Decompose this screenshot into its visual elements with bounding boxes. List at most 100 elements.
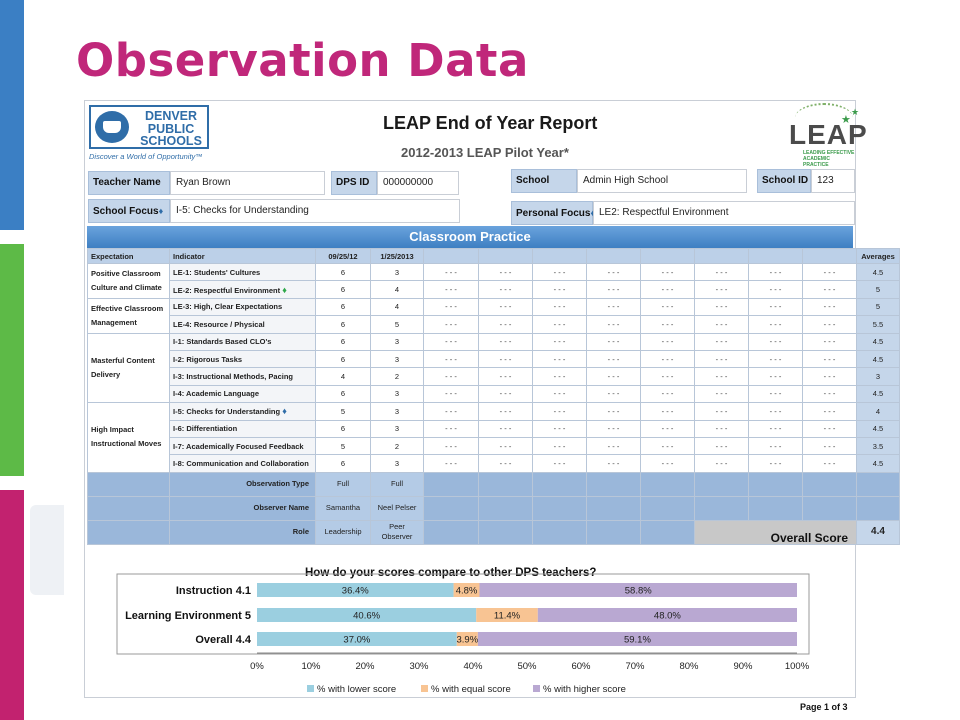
average-cell: 4.5	[856, 419, 900, 438]
comparison-chart: Instruction 4.1 36.4% 4.8% 58.8% Learning En…	[116, 573, 810, 695]
empty-score-cell: - - -	[423, 419, 479, 438]
empty-score-cell: - - -	[694, 280, 749, 299]
empty-score-cell: - - -	[532, 402, 587, 421]
score-cell: 3	[370, 419, 424, 438]
data-label: 11.4%	[494, 611, 521, 622]
empty-score-cell: - - -	[586, 262, 641, 282]
dps-logo: DENVER PUBLIC SCHOOLS Discover a World o…	[89, 105, 209, 163]
score-cell: 6	[315, 262, 371, 282]
empty-score-cell: - - -	[748, 280, 803, 299]
teacher-name-value: Ryan Brown	[170, 171, 325, 195]
empty-score-cell: - - -	[478, 419, 533, 438]
empty-score-cell: - - -	[748, 367, 803, 386]
indicator-cell: LE-1: Students' Cultures	[169, 262, 316, 282]
empty-score-cell: - - -	[586, 297, 641, 317]
empty-score-cell: - - -	[423, 349, 479, 369]
classroom-practice-header: Classroom Practice	[87, 226, 853, 248]
empty-score-cell: - - -	[478, 349, 533, 369]
empty-score-cell: - - -	[532, 262, 587, 282]
empty-score-cell: - - -	[802, 454, 857, 473]
dps-id-label: DPS ID	[331, 171, 377, 195]
table-row: Masterful Content Delivery I-1: Standards…	[87, 332, 900, 404]
indicator-cell: I-7: Academically Focused Feedback	[169, 436, 316, 456]
empty-score-cell: - - -	[586, 384, 641, 404]
school-focus-label: School Focus♦	[88, 199, 170, 223]
score-cell: 4	[370, 297, 424, 317]
role-label: Role	[169, 519, 316, 545]
score-cell: 6	[315, 315, 371, 334]
score-cell: 6	[315, 349, 371, 369]
star-icon: ★	[851, 107, 860, 117]
report-title: LEAP End of Year Report	[383, 113, 598, 133]
col-date-2: 1/25/2013	[370, 248, 424, 264]
score-cell: 3	[370, 454, 424, 473]
empty-score-cell: - - -	[586, 280, 641, 299]
empty-score-cell: - - -	[748, 436, 803, 456]
empty-score-cell: - - -	[532, 384, 587, 404]
observation-type-row: Observation Type Full Full	[87, 471, 900, 497]
empty-score-cell: - - -	[802, 280, 857, 299]
bar-segment	[257, 632, 457, 646]
data-label: 4.8%	[456, 586, 478, 597]
empty-score-cell: - - -	[802, 262, 857, 282]
empty-score-cell: - - -	[694, 454, 749, 473]
empty-score-cell: - - -	[640, 367, 695, 386]
legend-swatch	[307, 685, 314, 692]
empty-score-cell: - - -	[423, 367, 479, 386]
empty-score-cell: - - -	[694, 367, 749, 386]
empty-score-cell: - - -	[640, 454, 695, 473]
school-value: Admin High School	[577, 169, 747, 193]
empty-score-cell: - - -	[586, 419, 641, 438]
score-cell: 4	[315, 367, 371, 386]
x-tick-label: 10%	[301, 661, 321, 672]
empty-score-cell: - - -	[423, 332, 479, 351]
col-expectation: Expectation	[87, 248, 170, 264]
col-date-1: 09/25/12	[315, 248, 371, 264]
overall-score-value: 4.4	[856, 519, 900, 545]
empty-score-cell: - - -	[423, 402, 479, 421]
empty-score-cell: - - -	[423, 315, 479, 334]
category-label: Overall 4.4	[195, 634, 252, 646]
diamond-icon: ♦	[282, 406, 287, 417]
table-row: I-2: Rigorous Tasks 6 3- - -- - -- - -- - …	[88, 349, 900, 369]
empty-score-cell: - - -	[748, 262, 803, 282]
x-tick-label: 30%	[409, 661, 429, 672]
empty-score-cell: - - -	[640, 297, 695, 317]
indicator-cell: I-5: Checks for Understanding ♦	[169, 402, 316, 421]
bar-segment	[257, 583, 454, 597]
indicator-cell: I-4: Academic Language	[169, 384, 316, 404]
score-cell: 3	[370, 332, 424, 351]
legend-entry: % with lower score	[317, 684, 396, 695]
empty-score-cell: - - -	[532, 297, 587, 317]
table-row: I-6: Differentiation 6 3- - -- - -- - -- -…	[88, 419, 900, 438]
diamond-icon: ♦	[282, 284, 287, 295]
empty-score-cell: - - -	[532, 419, 587, 438]
score-cell: 6	[315, 280, 371, 299]
diamond-icon: ♦	[158, 206, 164, 216]
empty-score-cell: - - -	[802, 384, 857, 404]
data-label: 36.4%	[342, 586, 369, 597]
average-cell: 4.5	[856, 349, 900, 369]
bar-segment	[537, 608, 797, 622]
dps-seal-icon	[95, 111, 129, 143]
observer-name-row: Observer Name Samantha Neel Pelser	[87, 495, 900, 521]
school-id-label: School ID	[757, 169, 811, 193]
indicator-cell: I-1: Standards Based CLO's	[169, 332, 316, 351]
x-tick-label: 40%	[463, 661, 483, 672]
school-id-value: 123	[811, 169, 855, 193]
star-icon: ★	[841, 114, 851, 126]
x-tick-label: 90%	[733, 661, 753, 672]
average-cell: 5	[856, 280, 900, 299]
empty-score-cell: - - -	[586, 332, 641, 351]
leap-logo: ★ ★ LEAP LEADING EFFECTIVE ACADEMIC PRAC…	[783, 103, 867, 168]
chart-plot-frame	[116, 573, 810, 655]
score-cell: 4	[370, 280, 424, 299]
overall-score-label: Overall Score	[694, 519, 857, 545]
empty-score-cell: - - -	[478, 315, 533, 334]
empty-score-cell: - - -	[423, 262, 479, 282]
data-label: 59.1%	[624, 635, 651, 646]
legend-swatch	[421, 685, 428, 692]
score-cell: 3	[370, 262, 424, 282]
empty-score-cell: - - -	[694, 436, 749, 456]
table-row: I-8: Communication and Collaboration 6 3- …	[88, 454, 900, 473]
